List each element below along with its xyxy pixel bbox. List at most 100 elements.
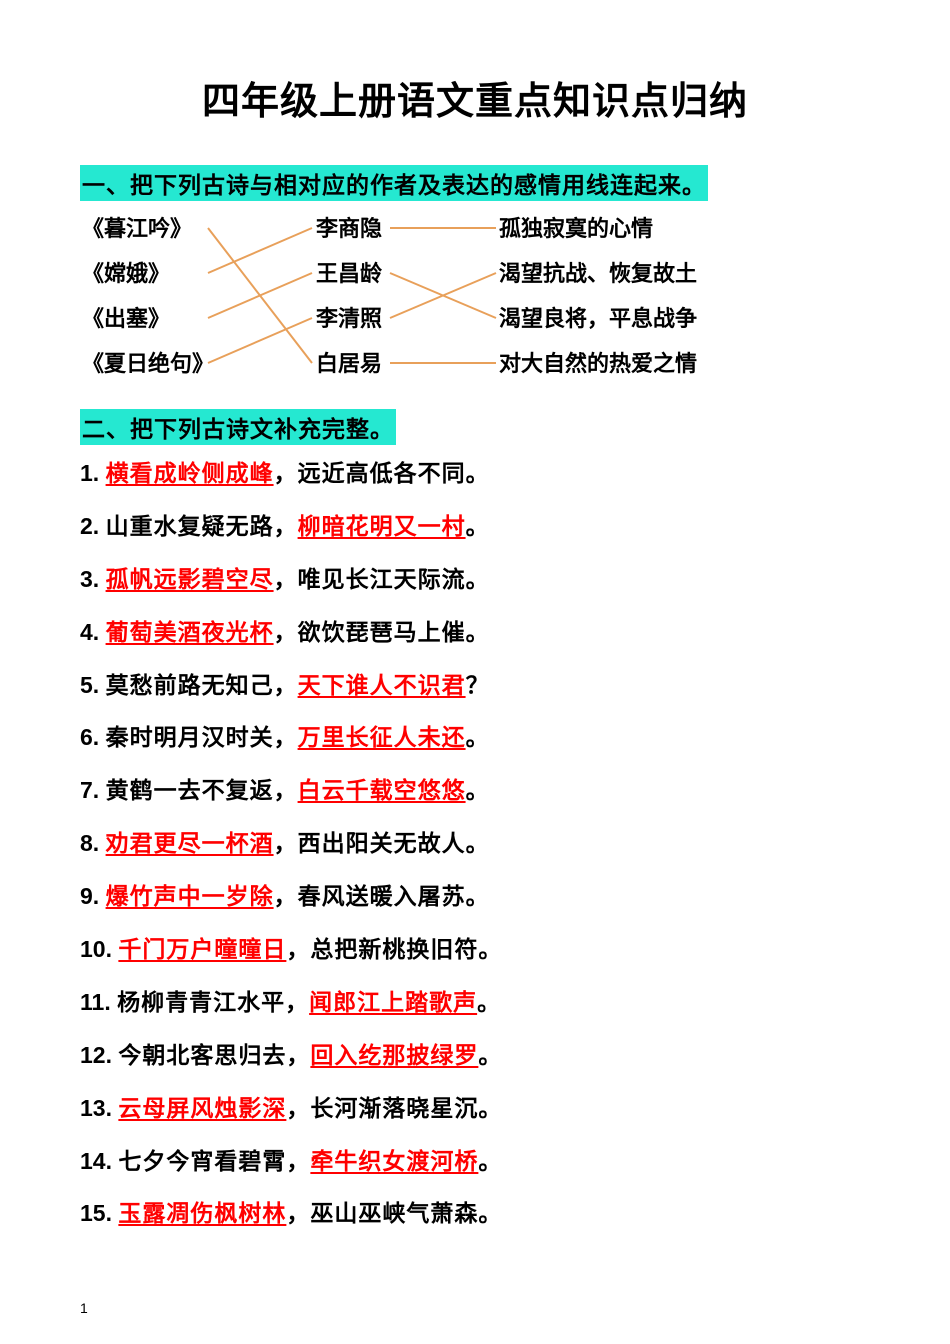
page-title: 四年级上册语文重点知识点归纳 xyxy=(80,70,870,125)
authors-column: 李商隐王昌龄李清照白居易 xyxy=(316,215,382,395)
tail-punct: 。 xyxy=(478,1148,502,1174)
list-item: 11. 杨柳青青江水平，闻郎江上踏歌声。 xyxy=(80,988,870,1018)
poem-item: 《夏日绝句》 xyxy=(82,350,214,395)
item-number: 7. xyxy=(80,777,106,803)
item-number: 13. xyxy=(80,1095,118,1121)
item-number: 11. xyxy=(80,989,117,1015)
page-number: 1 xyxy=(80,1300,88,1316)
item-number: 2. xyxy=(80,513,106,539)
item-number: 5. xyxy=(80,672,106,698)
tail-punct: 。 xyxy=(478,1042,502,1068)
separator: ， xyxy=(286,936,310,962)
completion-list: 1. 横看成岭侧成峰，远近高低各不同。2. 山重水复疑无路，柳暗花明又一村。3.… xyxy=(80,459,870,1229)
tail-punct: 。 xyxy=(478,1200,502,1226)
verse-first: 黄鹤一去不复返 xyxy=(106,777,274,803)
verse-first: 山重水复疑无路 xyxy=(106,513,274,539)
item-number: 8. xyxy=(80,830,106,856)
tail-punct: ？ xyxy=(466,672,490,698)
list-item: 5. 莫愁前路无知己，天下谁人不识君？ xyxy=(80,671,870,701)
item-number: 6. xyxy=(80,724,106,750)
separator: ， xyxy=(286,1095,310,1121)
feeling-item: 渴望抗战、恢复故土 xyxy=(499,260,697,305)
separator: ， xyxy=(274,830,298,856)
separator: ， xyxy=(286,1200,310,1226)
verse-second: 回入纥那披绿罗 xyxy=(310,1042,478,1068)
list-item: 9. 爆竹声中一岁除，春风送暖入屠苏。 xyxy=(80,882,870,912)
feeling-item: 孤独寂寞的心情 xyxy=(499,215,697,260)
verse-first: 云母屏风烛影深 xyxy=(118,1095,286,1121)
author-item: 王昌龄 xyxy=(316,260,382,305)
poem-item: 《出塞》 xyxy=(82,305,214,350)
verse-first: 杨柳青青江水平 xyxy=(117,989,285,1015)
separator: ， xyxy=(274,724,298,750)
author-item: 李商隐 xyxy=(316,215,382,260)
verse-second: 牵牛织女渡河桥 xyxy=(310,1148,478,1174)
item-number: 4. xyxy=(80,619,106,645)
list-item: 6. 秦时明月汉时关，万里长征人未还。 xyxy=(80,723,870,753)
feeling-item: 渴望良将，平息战争 xyxy=(499,305,697,350)
tail-punct: 。 xyxy=(466,566,490,592)
separator: ， xyxy=(286,1042,310,1068)
item-number: 1. xyxy=(80,460,106,486)
tail-punct: 。 xyxy=(466,619,490,645)
verse-second: 万里长征人未还 xyxy=(298,724,466,750)
poem-item: 《嫦娥》 xyxy=(82,260,214,305)
verse-second: 长河渐落晓星沉 xyxy=(310,1095,478,1121)
verse-first: 千门万户曈曈日 xyxy=(118,936,286,962)
tail-punct: 。 xyxy=(466,777,490,803)
list-item: 2. 山重水复疑无路，柳暗花明又一村。 xyxy=(80,512,870,542)
verse-first: 今朝北客思归去 xyxy=(118,1042,286,1068)
tail-punct: 。 xyxy=(466,460,490,486)
author-item: 李清照 xyxy=(316,305,382,350)
list-item: 1. 横看成岭侧成峰，远近高低各不同。 xyxy=(80,459,870,489)
verse-second: 天下谁人不识君 xyxy=(298,672,466,698)
verse-first: 葡萄美酒夜光杯 xyxy=(106,619,274,645)
separator: ， xyxy=(286,1148,310,1174)
separator: ， xyxy=(274,460,298,486)
section-1: 一、把下列古诗与相对应的作者及表达的感情用线连起来。 《暮江吟》《嫦娥》《出塞》… xyxy=(80,165,870,397)
verse-second: 唯见长江天际流 xyxy=(298,566,466,592)
verse-second: 春风送暖入屠苏 xyxy=(298,883,466,909)
item-number: 3. xyxy=(80,566,106,592)
item-number: 9. xyxy=(80,883,106,909)
poems-column: 《暮江吟》《嫦娥》《出塞》《夏日绝句》 xyxy=(82,215,214,395)
list-item: 4. 葡萄美酒夜光杯，欲饮琵琶马上催。 xyxy=(80,618,870,648)
list-item: 8. 劝君更尽一杯酒，西出阳关无故人。 xyxy=(80,829,870,859)
tail-punct: 。 xyxy=(477,989,501,1015)
verse-second: 闻郎江上踏歌声 xyxy=(309,989,477,1015)
list-item: 12. 今朝北客思归去，回入纥那披绿罗。 xyxy=(80,1041,870,1071)
tail-punct: 。 xyxy=(466,513,490,539)
verse-first: 七夕今宵看碧霄 xyxy=(118,1148,286,1174)
section-1-header: 一、把下列古诗与相对应的作者及表达的感情用线连起来。 xyxy=(80,165,708,201)
list-item: 14. 七夕今宵看碧霄，牵牛织女渡河桥。 xyxy=(80,1147,870,1177)
matching-exercise: 《暮江吟》《嫦娥》《出塞》《夏日绝句》 李商隐王昌龄李清照白居易 孤独寂寞的心情… xyxy=(80,215,870,397)
tail-punct: 。 xyxy=(466,830,490,856)
tail-punct: 。 xyxy=(466,883,490,909)
feeling-item: 对大自然的热爱之情 xyxy=(499,350,697,395)
poem-item: 《暮江吟》 xyxy=(82,215,214,260)
separator: ， xyxy=(274,513,298,539)
verse-second: 欲饮琵琶马上催 xyxy=(298,619,466,645)
item-number: 10. xyxy=(80,936,118,962)
verse-first: 劝君更尽一杯酒 xyxy=(106,830,274,856)
verse-second: 远近高低各不同 xyxy=(298,460,466,486)
verse-first: 横看成岭侧成峰 xyxy=(106,460,274,486)
verse-second: 白云千载空悠悠 xyxy=(298,777,466,803)
list-item: 10. 千门万户曈曈日，总把新桃换旧符。 xyxy=(80,935,870,965)
list-item: 3. 孤帆远影碧空尽，唯见长江天际流。 xyxy=(80,565,870,595)
verse-first: 玉露凋伤枫树林 xyxy=(118,1200,286,1226)
separator: ， xyxy=(274,672,298,698)
section-2: 二、把下列古诗文补充完整。 1. 横看成岭侧成峰，远近高低各不同。2. 山重水复… xyxy=(80,409,870,1229)
item-number: 12. xyxy=(80,1042,118,1068)
list-item: 7. 黄鹤一去不复返，白云千载空悠悠。 xyxy=(80,776,870,806)
item-number: 15. xyxy=(80,1200,118,1226)
feelings-column: 孤独寂寞的心情渴望抗战、恢复故土渴望良将，平息战争对大自然的热爱之情 xyxy=(499,215,697,395)
separator: ， xyxy=(274,883,298,909)
item-number: 14. xyxy=(80,1148,118,1174)
separator: ， xyxy=(274,619,298,645)
separator: ， xyxy=(274,566,298,592)
author-item: 白居易 xyxy=(316,350,382,395)
verse-second: 柳暗花明又一村 xyxy=(298,513,466,539)
list-item: 13. 云母屏风烛影深，长河渐落晓星沉。 xyxy=(80,1094,870,1124)
section-2-header: 二、把下列古诗文补充完整。 xyxy=(80,409,396,445)
